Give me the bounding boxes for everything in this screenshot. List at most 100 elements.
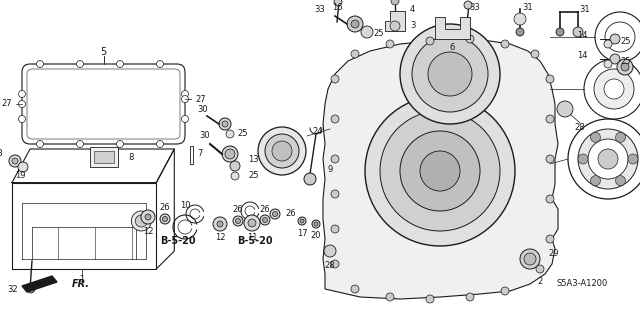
Text: 32: 32 — [8, 285, 18, 293]
Circle shape — [347, 16, 363, 32]
Circle shape — [334, 0, 342, 6]
Circle shape — [314, 222, 318, 226]
Circle shape — [19, 100, 26, 108]
Text: 13: 13 — [248, 154, 259, 164]
Text: 4: 4 — [410, 4, 415, 13]
Circle shape — [222, 146, 238, 162]
Circle shape — [182, 115, 189, 122]
Circle shape — [135, 215, 147, 227]
Polygon shape — [22, 276, 57, 292]
Text: B-5-20: B-5-20 — [160, 236, 196, 246]
Text: 12: 12 — [215, 234, 225, 242]
Circle shape — [501, 40, 509, 48]
Circle shape — [331, 190, 339, 198]
Text: 26: 26 — [260, 204, 270, 213]
Circle shape — [19, 115, 26, 122]
Circle shape — [617, 59, 633, 75]
Circle shape — [588, 139, 628, 179]
Circle shape — [604, 79, 624, 99]
Circle shape — [616, 132, 625, 142]
Polygon shape — [323, 39, 558, 299]
Circle shape — [428, 52, 472, 96]
Circle shape — [578, 129, 638, 189]
Circle shape — [36, 140, 44, 147]
Circle shape — [568, 119, 640, 199]
Text: 16: 16 — [332, 4, 342, 12]
Text: 6: 6 — [449, 42, 454, 51]
Text: 8: 8 — [128, 152, 133, 161]
Circle shape — [605, 22, 635, 52]
Circle shape — [351, 50, 359, 58]
Text: 26: 26 — [285, 210, 296, 219]
Text: 19: 19 — [15, 172, 25, 181]
Bar — [90, 147, 118, 167]
Text: FR.: FR. — [72, 279, 90, 289]
Bar — [94, 151, 114, 163]
Circle shape — [573, 27, 583, 37]
Circle shape — [536, 265, 544, 273]
Circle shape — [222, 121, 228, 127]
Text: 33: 33 — [470, 4, 481, 12]
Circle shape — [466, 293, 474, 301]
Circle shape — [231, 172, 239, 180]
Text: 5: 5 — [100, 47, 107, 57]
Text: 28: 28 — [324, 261, 335, 270]
Circle shape — [233, 216, 243, 226]
Circle shape — [501, 287, 509, 295]
Circle shape — [412, 36, 488, 112]
Circle shape — [77, 140, 83, 147]
Text: 25: 25 — [620, 56, 630, 65]
Circle shape — [400, 24, 500, 124]
Circle shape — [520, 249, 540, 269]
Text: 17: 17 — [297, 228, 307, 238]
Circle shape — [331, 260, 339, 268]
Text: 10: 10 — [180, 201, 190, 210]
Circle shape — [18, 162, 28, 172]
Text: 14: 14 — [577, 32, 588, 41]
Circle shape — [610, 54, 620, 64]
Text: 7: 7 — [197, 150, 203, 159]
Circle shape — [262, 218, 268, 222]
Circle shape — [531, 50, 539, 58]
Circle shape — [182, 95, 189, 102]
Circle shape — [426, 295, 434, 303]
Circle shape — [578, 154, 588, 164]
Circle shape — [163, 217, 168, 221]
Circle shape — [351, 285, 359, 293]
Text: B-5-20: B-5-20 — [237, 236, 273, 246]
Text: 30: 30 — [200, 131, 211, 140]
Circle shape — [386, 293, 394, 301]
Circle shape — [390, 21, 400, 31]
Text: 25: 25 — [237, 130, 248, 138]
Circle shape — [391, 0, 399, 5]
Circle shape — [331, 115, 339, 123]
Circle shape — [324, 245, 336, 257]
Text: 1: 1 — [79, 275, 84, 284]
Circle shape — [258, 127, 306, 175]
Circle shape — [244, 215, 260, 231]
Circle shape — [361, 26, 373, 38]
Circle shape — [230, 161, 240, 171]
Circle shape — [610, 34, 620, 44]
Text: 12: 12 — [143, 226, 153, 235]
Text: 24: 24 — [312, 127, 323, 136]
Circle shape — [157, 140, 163, 147]
Circle shape — [236, 219, 241, 224]
Circle shape — [604, 40, 612, 48]
Text: 29: 29 — [548, 249, 559, 258]
Circle shape — [160, 214, 170, 224]
Circle shape — [598, 149, 618, 169]
Circle shape — [312, 220, 320, 228]
Circle shape — [546, 115, 554, 123]
Circle shape — [621, 63, 629, 71]
Text: 15: 15 — [639, 63, 640, 71]
Circle shape — [584, 59, 640, 119]
Circle shape — [260, 215, 270, 225]
Text: 20: 20 — [311, 232, 321, 241]
Circle shape — [546, 235, 554, 243]
Circle shape — [182, 91, 189, 98]
Circle shape — [365, 96, 515, 246]
Circle shape — [12, 158, 18, 164]
Text: 9: 9 — [328, 165, 333, 174]
Circle shape — [380, 111, 500, 231]
